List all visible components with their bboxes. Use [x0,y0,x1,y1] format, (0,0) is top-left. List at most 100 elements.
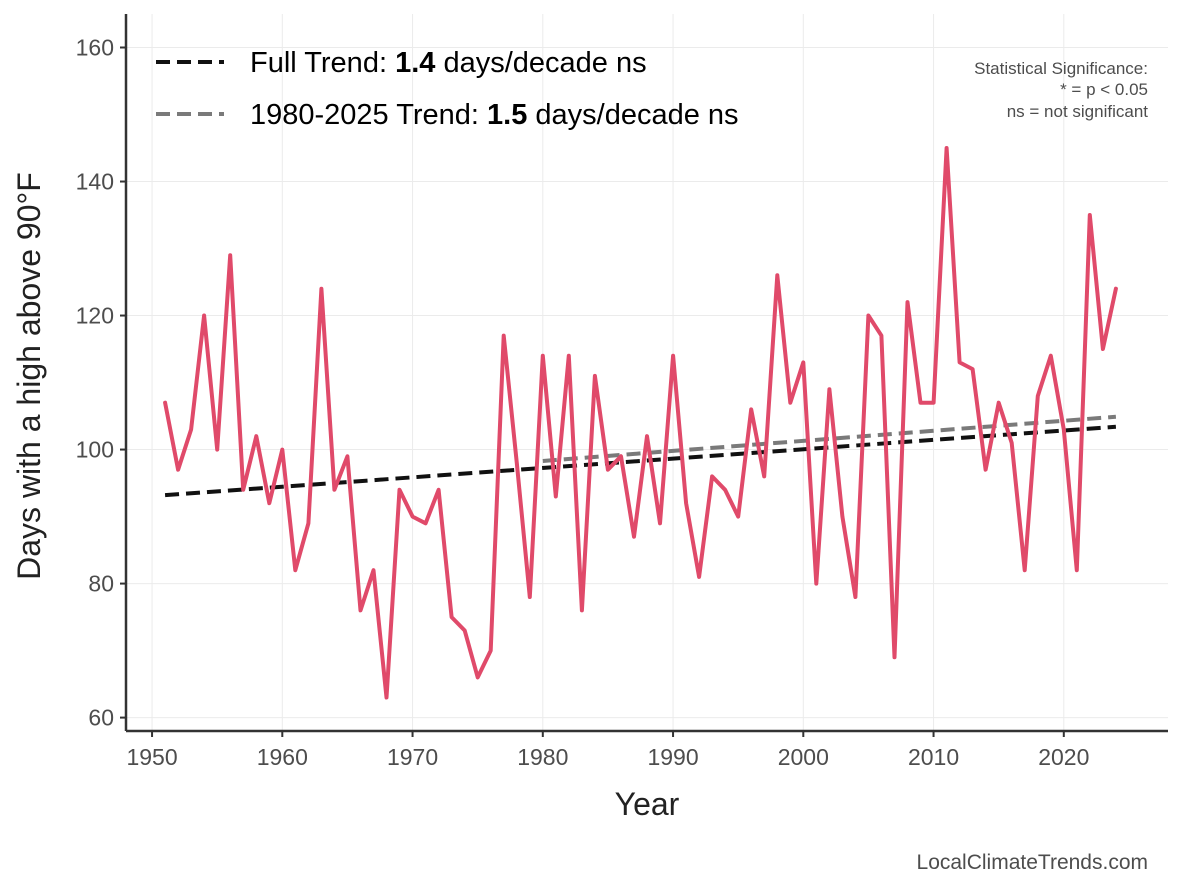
data-point-1990 [671,354,675,358]
y-tick-label-160: 160 [76,35,114,61]
data-point-1952 [176,468,180,472]
legend-label-full-trend: Full Trend: 1.4 days/decade ns [250,47,647,79]
data-point-1981 [554,495,558,499]
data-point-1996 [749,407,753,411]
data-point-1988 [645,434,649,438]
data-point-1967 [372,568,376,572]
data-point-1979 [528,595,532,599]
data-point-1963 [319,287,323,291]
data-point-1956 [228,253,232,257]
data-point-1994 [723,488,727,492]
data-point-2019 [1049,354,1053,358]
data-point-1953 [189,428,193,432]
data-point-1959 [267,501,271,505]
data-point-1984 [593,374,597,378]
data-point-1958 [254,434,258,438]
data-point-2011 [945,146,949,150]
data-point-2013 [971,367,975,371]
full-trend-line [164,424,1117,498]
data-point-2017 [1023,568,1027,572]
data-point-1982 [567,354,571,358]
data-point-2023 [1101,347,1105,351]
axes: 60 80 100 120 140 160 1950 1960 1970 1980 1990 2000… [76,14,1168,770]
data-point-1962 [306,521,310,525]
data-point-2015 [997,401,1001,405]
data-point-1975 [476,675,480,679]
data-point-1993 [710,474,714,478]
data-point-2002 [827,387,831,391]
recent-trend-line [542,414,1117,463]
data-point-1978 [515,461,519,465]
data-point-2016 [1010,441,1014,445]
data-point-1964 [332,488,336,492]
data-point-1966 [359,608,363,612]
x-tick-label-2000: 2000 [778,744,829,770]
data-point-2022 [1088,213,1092,217]
data-point-1961 [293,568,297,572]
trend-lines [164,414,1117,498]
y-tick-label-100: 100 [76,437,114,463]
x-tick-label-2010: 2010 [908,744,959,770]
data-point-1971 [424,521,428,525]
data-point-1972 [437,488,441,492]
data-point-2012 [958,360,962,364]
legend: Full Trend: 1.4 days/decade ns 1980-2025… [156,47,739,131]
x-tick-label-1960: 1960 [257,744,308,770]
x-tick-label-1950: 1950 [126,744,177,770]
data-point-2018 [1036,394,1040,398]
data-point-1997 [762,474,766,478]
data-point-2000 [801,360,805,364]
data-point-1954 [202,314,206,318]
data-point-2021 [1075,568,1079,572]
significance-line-1: * = p < 0.05 [1060,80,1148,99]
data-point-1989 [658,521,662,525]
data-point-2004 [853,595,857,599]
data-point-1970 [411,515,415,519]
data-point-1951 [163,401,167,405]
significance-note: Statistical Significance: * = p < 0.05 n… [974,59,1148,121]
data-point-2009 [919,401,923,405]
data-point-1992 [697,575,701,579]
data-point-1965 [345,454,349,458]
data-point-1998 [775,273,779,277]
data-point-1960 [280,448,284,452]
data-point-1969 [398,488,402,492]
data-point-1987 [632,535,636,539]
data-series [163,146,1118,700]
data-point-2001 [814,582,818,586]
data-point-2008 [906,300,910,304]
series-line-days-above-90 [163,146,1118,700]
x-tick-label-2020: 2020 [1038,744,1089,770]
data-point-1976 [489,649,493,653]
data-point-1986 [619,454,623,458]
y-tick-label-80: 80 [88,571,114,597]
x-tick-label-1990: 1990 [647,744,698,770]
x-axis-title: Year [615,786,680,822]
significance-title: Statistical Significance: [974,59,1148,78]
data-point-2007 [893,655,897,659]
data-point-2003 [840,515,844,519]
data-point-2010 [932,401,936,405]
data-point-1973 [450,615,454,619]
y-tick-label-120: 120 [76,303,114,329]
data-point-1983 [580,608,584,612]
x-tick-label-1980: 1980 [517,744,568,770]
y-tick-label-60: 60 [88,705,114,731]
data-point-1968 [385,696,389,700]
data-point-2024 [1114,287,1118,291]
data-point-2006 [879,334,883,338]
data-point-1955 [215,448,219,452]
data-point-2020 [1062,428,1066,432]
y-axis-title: Days with a high above 90°F [11,172,47,580]
data-point-1995 [736,515,740,519]
data-point-2005 [866,314,870,318]
legend-label-1980-2025-trend: 1980-2025 Trend: 1.5 days/decade ns [250,99,739,131]
source-credit: LocalClimateTrends.com [917,851,1148,874]
y-tick-label-140: 140 [76,169,114,195]
significance-line-2: ns = not significant [1007,102,1149,121]
x-tick-label-1970: 1970 [387,744,438,770]
data-point-1985 [606,468,610,472]
data-point-1999 [788,401,792,405]
data-point-2014 [984,468,988,472]
